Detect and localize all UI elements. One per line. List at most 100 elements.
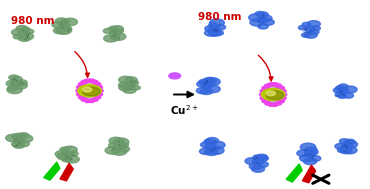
Circle shape xyxy=(279,89,286,93)
Circle shape xyxy=(265,84,271,87)
Circle shape xyxy=(260,89,267,93)
Circle shape xyxy=(209,19,224,26)
Circle shape xyxy=(339,84,348,89)
Circle shape xyxy=(77,93,83,96)
Circle shape xyxy=(302,33,310,37)
Circle shape xyxy=(94,96,101,99)
Circle shape xyxy=(343,141,357,148)
Circle shape xyxy=(343,93,354,98)
Circle shape xyxy=(62,157,72,162)
Circle shape xyxy=(105,147,120,154)
Circle shape xyxy=(205,78,220,86)
Circle shape xyxy=(53,27,66,34)
Circle shape xyxy=(118,82,132,89)
Circle shape xyxy=(262,99,269,103)
Circle shape xyxy=(196,88,209,94)
Circle shape xyxy=(96,86,102,89)
Circle shape xyxy=(56,18,67,24)
Circle shape xyxy=(209,147,224,154)
Circle shape xyxy=(60,147,68,152)
Circle shape xyxy=(256,154,268,160)
Circle shape xyxy=(130,81,138,85)
Circle shape xyxy=(10,81,22,86)
Circle shape xyxy=(118,143,128,148)
Circle shape xyxy=(205,144,216,149)
Circle shape xyxy=(209,23,217,27)
Circle shape xyxy=(14,138,25,144)
Circle shape xyxy=(11,76,22,82)
Circle shape xyxy=(209,26,220,32)
Circle shape xyxy=(18,35,31,41)
Circle shape xyxy=(11,142,21,147)
Circle shape xyxy=(249,163,262,170)
Circle shape xyxy=(199,80,208,84)
Circle shape xyxy=(268,83,275,86)
Circle shape xyxy=(97,89,103,92)
Circle shape xyxy=(275,84,282,87)
Circle shape xyxy=(252,166,265,172)
Circle shape xyxy=(63,146,77,153)
Circle shape xyxy=(213,30,223,36)
Circle shape xyxy=(6,80,18,87)
Circle shape xyxy=(302,22,311,27)
Circle shape xyxy=(266,91,284,100)
Circle shape xyxy=(278,99,284,103)
Circle shape xyxy=(206,85,220,93)
Circle shape xyxy=(78,96,85,99)
Circle shape xyxy=(340,139,349,144)
Circle shape xyxy=(119,84,132,91)
Circle shape xyxy=(258,24,268,29)
Circle shape xyxy=(13,35,22,39)
Circle shape xyxy=(110,30,121,36)
Circle shape xyxy=(255,12,265,16)
Circle shape xyxy=(215,25,226,30)
Circle shape xyxy=(63,18,78,26)
Circle shape xyxy=(256,17,268,23)
Circle shape xyxy=(18,141,29,147)
Circle shape xyxy=(16,80,27,85)
Circle shape xyxy=(18,133,29,138)
Circle shape xyxy=(76,89,83,92)
Circle shape xyxy=(109,143,120,148)
Circle shape xyxy=(26,29,34,33)
Circle shape xyxy=(65,156,79,163)
Circle shape xyxy=(258,156,268,161)
Circle shape xyxy=(199,148,212,154)
Circle shape xyxy=(258,12,268,17)
Circle shape xyxy=(309,29,319,35)
Polygon shape xyxy=(60,163,73,181)
Circle shape xyxy=(7,86,22,94)
Circle shape xyxy=(111,35,119,40)
Circle shape xyxy=(279,96,286,100)
Circle shape xyxy=(278,86,284,90)
Circle shape xyxy=(205,29,218,36)
Circle shape xyxy=(335,93,344,97)
Circle shape xyxy=(265,102,271,105)
Circle shape xyxy=(305,32,317,38)
Text: Cu$^{2+}$: Cu$^{2+}$ xyxy=(170,103,199,117)
Circle shape xyxy=(13,82,27,89)
Circle shape xyxy=(333,88,344,93)
Circle shape xyxy=(18,30,29,36)
Circle shape xyxy=(336,86,344,90)
Circle shape xyxy=(253,159,264,164)
Circle shape xyxy=(88,99,95,103)
Circle shape xyxy=(275,102,282,105)
Circle shape xyxy=(300,143,316,151)
Circle shape xyxy=(260,96,267,100)
Circle shape xyxy=(113,138,129,146)
Circle shape xyxy=(52,22,64,28)
Circle shape xyxy=(6,134,21,142)
Circle shape xyxy=(20,33,34,40)
Circle shape xyxy=(91,98,98,101)
Circle shape xyxy=(345,139,355,145)
Circle shape xyxy=(262,19,274,25)
Circle shape xyxy=(110,33,126,40)
Circle shape xyxy=(88,79,95,82)
Circle shape xyxy=(124,82,135,88)
Circle shape xyxy=(204,139,214,144)
Circle shape xyxy=(81,98,88,101)
Circle shape xyxy=(94,83,101,86)
Circle shape xyxy=(83,87,100,96)
Circle shape xyxy=(304,151,316,157)
